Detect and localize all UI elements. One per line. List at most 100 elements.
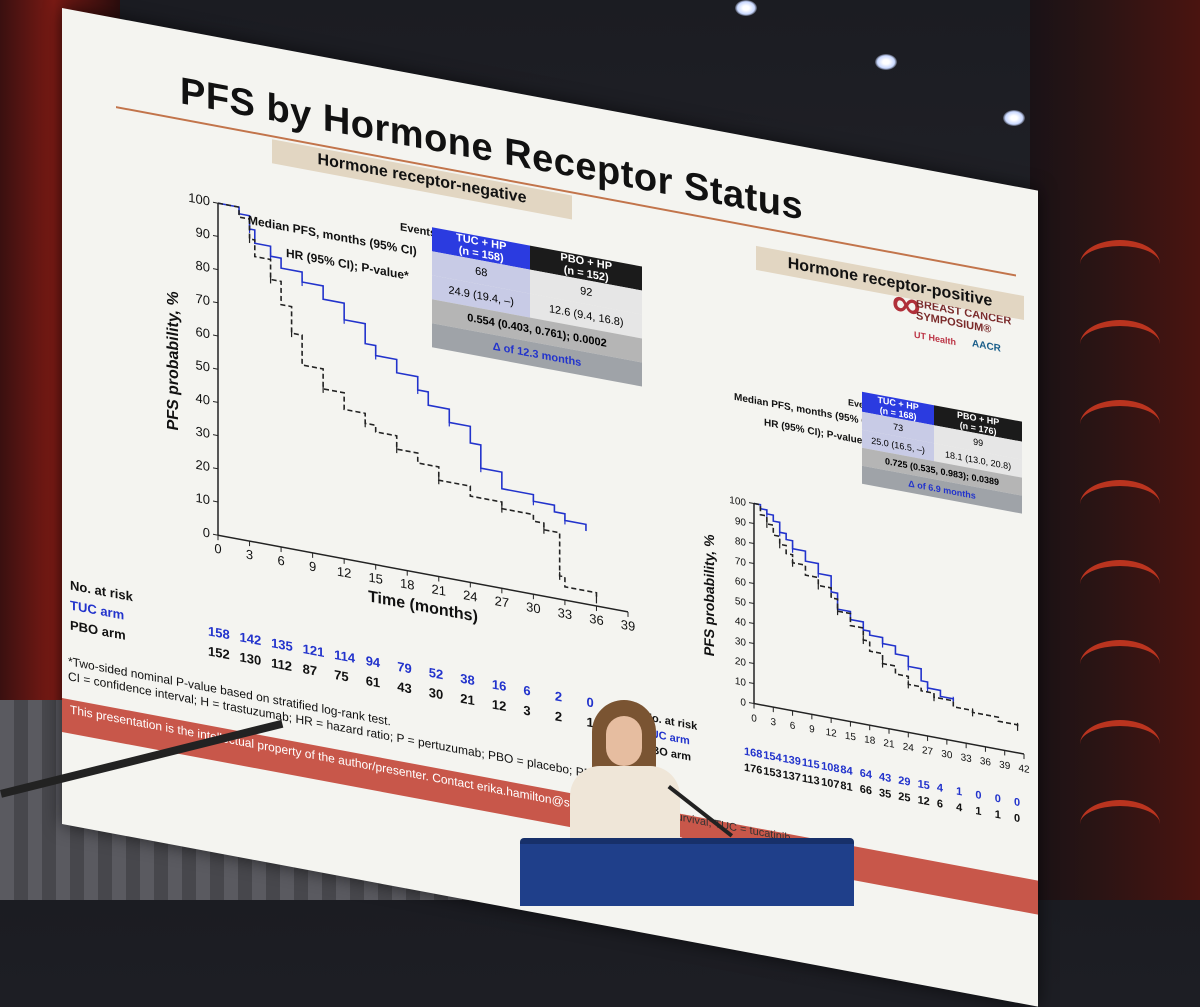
risk-count-tuc: 15 [917, 778, 930, 793]
podium [520, 838, 854, 906]
x-tick-label: 39 [621, 617, 635, 635]
y-axis-label: PFS probability, % [701, 532, 717, 657]
risk-count-tuc: 2 [554, 688, 563, 705]
wall-decoration [1080, 640, 1160, 688]
risk-count-tuc: 84 [840, 763, 853, 778]
y-tick [749, 522, 754, 525]
y-tick-label: 30 [735, 636, 747, 649]
x-tick-label: 24 [463, 587, 477, 605]
risk-count-pbo: 6 [936, 797, 943, 811]
stage-light [1003, 110, 1025, 126]
risk-count-pbo: 0 [1014, 812, 1021, 826]
km-curve-tuc [754, 502, 955, 701]
risk-count-tuc: 29 [898, 774, 911, 789]
x-tick-label: 36 [589, 611, 603, 629]
y-tick [749, 682, 754, 685]
y-tick [749, 562, 754, 565]
wall-decoration [1080, 480, 1160, 528]
risk-count-tuc: 0 [994, 792, 1001, 806]
wall-decoration [1080, 720, 1160, 768]
x-tick-label: 15 [845, 731, 857, 744]
risk-count-tuc: 168 [744, 745, 763, 762]
stage-light [735, 0, 757, 16]
y-tick-label: 70 [196, 291, 210, 309]
risk-count-pbo: 1 [994, 808, 1001, 822]
y-tick [213, 467, 218, 470]
y-tick-label: 60 [735, 576, 747, 589]
km-curve-pbo [754, 502, 1019, 727]
risk-count-pbo: 30 [428, 684, 444, 703]
events-label: Events [400, 221, 437, 241]
y-tick-label: 20 [735, 656, 747, 669]
risk-count-pbo: 176 [744, 761, 763, 778]
risk-count-pbo: 12 [917, 794, 930, 809]
y-tick-label: 40 [735, 616, 747, 629]
y-tick-label: 80 [196, 257, 210, 275]
y-tick-label: 10 [196, 490, 210, 508]
y-tick [213, 400, 218, 403]
risk-count-tuc: 43 [879, 770, 892, 786]
y-tick [213, 301, 218, 304]
y-tick-label: 10 [735, 676, 747, 689]
x-tick-label: 30 [526, 599, 540, 617]
risk-count-tuc: 158 [208, 623, 230, 643]
x-tick-label: 27 [922, 745, 934, 758]
x-tick-label: 18 [400, 575, 414, 593]
y-tick [749, 702, 754, 705]
x-axis-label: Time (months) [368, 587, 478, 625]
risk-count-tuc: 114 [334, 646, 356, 666]
km-curve-pbo [218, 202, 598, 600]
risk-count-tuc: 16 [491, 676, 507, 695]
stage-right-wall [1030, 0, 1200, 900]
risk-count-tuc: 52 [428, 664, 444, 683]
risk-count-pbo: 35 [879, 786, 892, 802]
y-tick [749, 602, 754, 605]
risk-count-pbo: 112 [271, 655, 293, 675]
y-tick [749, 582, 754, 585]
risk-count-pbo: 43 [397, 678, 412, 697]
risk-count-pbo: 75 [334, 666, 349, 685]
stage-light [875, 54, 897, 70]
risk-count-tuc: 1 [956, 785, 963, 799]
wall-decoration [1080, 800, 1160, 848]
wall-decoration [1080, 240, 1160, 288]
x-tick-label: 9 [809, 724, 815, 736]
y-tick-label: 100 [729, 495, 746, 509]
risk-count-pbo: 21 [460, 690, 475, 709]
risk-count-pbo: 107 [821, 776, 840, 792]
risk-count-tuc: 94 [365, 652, 381, 671]
y-tick-label: 70 [735, 556, 747, 569]
presenter-jacket [570, 766, 680, 850]
x-tick-label: 6 [277, 552, 284, 568]
x-tick-label: 33 [961, 752, 973, 765]
x-tick-label: 30 [941, 749, 953, 762]
y-tick-label: 40 [196, 390, 210, 408]
x-tick-label: 36 [980, 756, 992, 769]
risk-count-tuc: 6 [523, 682, 531, 699]
x-tick-label: 18 [864, 734, 876, 747]
risk-count-tuc: 135 [271, 635, 293, 655]
risk-count-pbo: 81 [840, 779, 853, 794]
y-tick [213, 234, 218, 237]
y-tick [213, 367, 218, 370]
aacr-logo: AACR [972, 338, 1001, 355]
x-tick-label: 39 [999, 759, 1011, 772]
y-tick [213, 268, 218, 271]
risk-count-tuc: 0 [975, 788, 982, 803]
risk-count-tuc: 64 [859, 767, 872, 782]
x-tick-label: 3 [246, 547, 253, 563]
y-tick-label: 30 [196, 423, 210, 441]
x-tick-label: 9 [309, 558, 316, 574]
risk-count-pbo: 152 [208, 643, 230, 663]
risk-count-pbo: 113 [801, 772, 820, 788]
y-tick-label: 0 [203, 524, 210, 540]
y-tick-label: 50 [196, 357, 210, 375]
y-tick [213, 334, 218, 337]
x-tick-label: 15 [368, 569, 382, 587]
presenter-face [606, 716, 642, 766]
x-tick-label: 24 [903, 741, 915, 754]
risk-count-pbo: 25 [898, 790, 911, 805]
risk-count-pbo: 87 [302, 661, 318, 679]
y-tick-label: 50 [735, 596, 747, 609]
